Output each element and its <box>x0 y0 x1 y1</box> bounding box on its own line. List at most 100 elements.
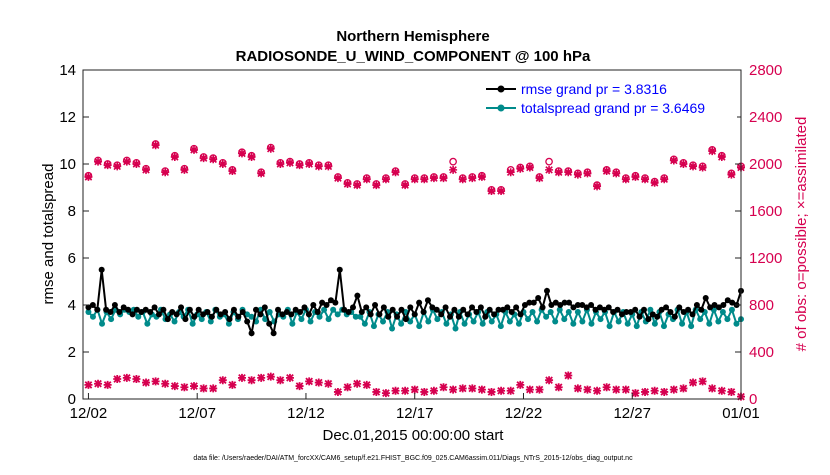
spread-point <box>488 318 495 325</box>
rmse-point <box>685 306 692 313</box>
rmse-point <box>133 306 140 313</box>
obs-assimilated-point <box>343 179 352 188</box>
rmse-point <box>720 302 727 308</box>
right-tick-label: 1600 <box>749 203 782 220</box>
obs-count-point <box>516 380 525 389</box>
obs-count-point <box>285 373 294 382</box>
rmse-point <box>103 306 110 313</box>
spread-point <box>307 318 314 325</box>
rmse-point <box>407 304 414 311</box>
obs-count-point <box>554 383 563 392</box>
obs-count-point <box>429 386 438 395</box>
obs-assimilated-point <box>516 164 525 173</box>
rmse-point <box>160 306 167 313</box>
rmse-point <box>283 309 290 316</box>
obs-assimilated-point <box>564 168 573 177</box>
obs-assimilated-point <box>545 165 554 174</box>
obs-count-point <box>237 373 246 382</box>
spread-point <box>357 313 364 320</box>
obs-assimilated-point <box>535 174 544 183</box>
rmse-point <box>98 266 105 273</box>
obs-count-point <box>151 377 160 386</box>
spread-point <box>588 320 595 327</box>
obs-assimilated-point <box>257 169 266 178</box>
rmse-point <box>129 311 136 318</box>
obs-assimilated-point <box>602 167 611 176</box>
obs-count-point <box>525 385 534 394</box>
rmse-point <box>676 304 683 311</box>
obs-assimilated-point <box>295 161 304 170</box>
rmse-point <box>270 330 277 337</box>
rmse-point <box>548 302 555 308</box>
rmse-point <box>336 266 343 273</box>
spread-point <box>171 318 178 325</box>
rmse-point <box>601 306 608 313</box>
obs-assimilated-point <box>679 160 688 168</box>
legend-label-spread: totalspread grand pr = 3.6469 <box>521 100 705 116</box>
left-axis: 0 2 4 6 8 10 12 14 <box>59 62 89 408</box>
obs-assimilated-point <box>391 168 400 177</box>
rmse-point <box>632 306 639 313</box>
rmse-point <box>372 302 379 308</box>
obs-count-point <box>468 384 477 393</box>
spread-point <box>706 320 713 327</box>
obs-assimilated-point <box>477 172 486 181</box>
obs-assimilated-point <box>362 175 371 184</box>
rmse-point <box>107 309 114 316</box>
spread-point <box>515 320 522 327</box>
obs-count-point <box>583 385 592 394</box>
obs-count-point <box>679 384 688 393</box>
right-tick-label: 1200 <box>749 250 782 267</box>
rmse-point <box>363 304 370 311</box>
spread-point <box>416 323 423 330</box>
x-axis-label: Dec.01,2015 00:00:00 start <box>323 427 505 444</box>
rmse-point <box>539 304 546 311</box>
rmse-point <box>111 302 118 308</box>
obs-assimilated-point <box>266 144 275 153</box>
right-tick-label: 800 <box>749 297 774 314</box>
rmse-point <box>521 302 528 308</box>
x-tick-label: 12/02 <box>70 405 108 422</box>
right-axis: 0 400 800 1200 1600 2000 2400 2800 <box>735 62 782 408</box>
rmse-point <box>275 306 282 313</box>
rmse-point <box>288 311 295 318</box>
right-tick-label: 2400 <box>749 109 782 126</box>
rmse-point <box>654 313 661 320</box>
obs-assimilated-point <box>401 181 410 190</box>
plot-frame <box>82 69 742 400</box>
spread-point <box>325 316 332 323</box>
rmse-point <box>248 330 255 337</box>
spread-point <box>597 316 604 323</box>
spread-point <box>728 306 735 313</box>
rmse-point <box>491 311 498 318</box>
spread-point <box>506 318 513 325</box>
spread-point <box>647 306 654 313</box>
rmse-point <box>226 316 233 323</box>
rmse-point <box>301 304 308 311</box>
rmse-point <box>473 309 480 316</box>
rmse-point <box>341 306 348 313</box>
obs-count-point <box>391 386 400 395</box>
obs-count-point <box>458 384 467 393</box>
rmse-point <box>186 306 193 313</box>
spread-point <box>543 313 550 320</box>
obs-assimilated-point <box>372 181 381 190</box>
rmse-point <box>213 306 220 313</box>
rmse-point <box>200 311 207 318</box>
rmse-point <box>235 313 242 320</box>
rmse-point <box>398 306 405 313</box>
obs-assimilated-point <box>142 165 151 174</box>
spread-point <box>529 309 536 316</box>
spread-point <box>361 320 368 327</box>
legend-marker-rmse <box>497 85 505 93</box>
spread-point <box>135 313 142 320</box>
spread-point <box>207 318 214 325</box>
obs-assimilated-point <box>276 160 285 168</box>
obs-count-point <box>84 380 93 389</box>
obs-count-point <box>641 387 650 396</box>
rmse-point <box>588 302 595 308</box>
obs-count-point <box>247 376 256 385</box>
obs-count-point <box>190 382 198 391</box>
obs-assimilated-point <box>218 160 227 168</box>
rmse-point <box>433 306 440 313</box>
